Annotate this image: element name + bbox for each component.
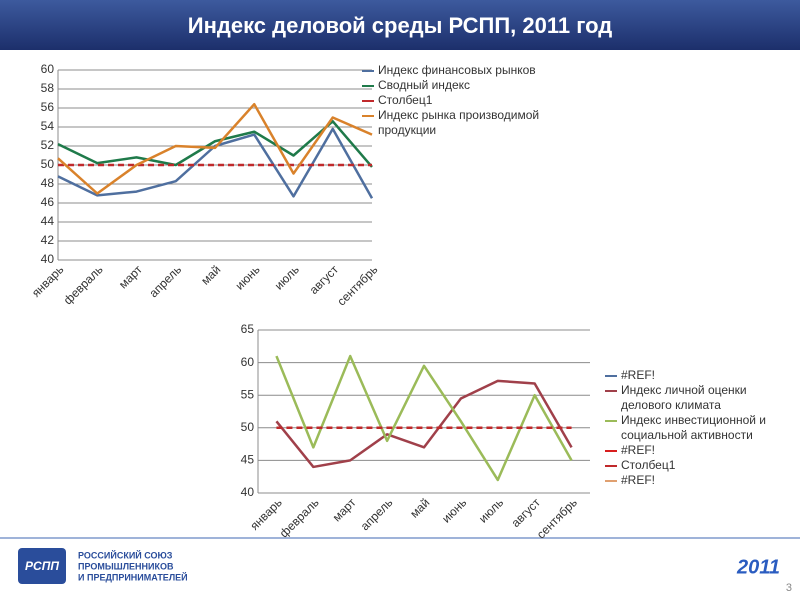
- series-line: [57, 127, 374, 199]
- x-tick-label: январь: [29, 262, 66, 299]
- x-tick-label: июнь: [439, 495, 469, 525]
- org-line: РОССИЙСКИЙ СОЮЗ: [78, 549, 173, 560]
- page-number: 3: [786, 582, 792, 594]
- org-line: И ПРЕДПРИНИМАТЕЛЕЙ: [78, 571, 188, 582]
- legend: #REF! Индекс личной оценки делового клима…: [605, 368, 790, 488]
- legend-label: Столбец1: [621, 458, 676, 472]
- y-tick-label: 44: [41, 214, 55, 228]
- legend-swatch: [362, 85, 374, 87]
- legend-item: Индекс инвестиционной и социальной актив…: [605, 413, 790, 443]
- x-tick-label: февраль: [61, 262, 106, 307]
- legend-label: Индекс рынка производимой продукции: [378, 108, 540, 137]
- legend-label: #REF!: [621, 368, 656, 382]
- x-tick-label: июль: [476, 495, 506, 525]
- legend-swatch: [605, 420, 617, 422]
- legend-swatch: [605, 390, 617, 392]
- y-tick-label: 50: [41, 157, 55, 171]
- y-tick-label: 40: [41, 252, 55, 266]
- y-tick-label: 42: [41, 233, 55, 247]
- legend-label: Индекс финансовых рынков: [378, 63, 536, 77]
- legend-label: Столбец1: [378, 93, 433, 107]
- legend-label: #REF!: [621, 443, 656, 457]
- y-tick-label: 48: [41, 176, 55, 190]
- legend-item: Индекс личной оценки делового климата: [605, 383, 790, 413]
- series-line: [57, 102, 373, 195]
- series-line: [57, 120, 373, 168]
- y-tick-label: 46: [41, 195, 55, 209]
- y-tick-label: 55: [241, 387, 255, 401]
- legend-swatch: [362, 115, 374, 117]
- legend-item: #REF!: [605, 443, 790, 458]
- y-tick-label: 54: [41, 119, 55, 133]
- legend-swatch: [362, 70, 374, 72]
- x-tick-label: июль: [272, 262, 302, 292]
- legend-item: Столбец1: [362, 93, 562, 108]
- legend-item: Индекс рынка производимой продукции: [362, 108, 562, 138]
- x-tick-label: июнь: [232, 262, 262, 292]
- x-tick-label: апрель: [146, 262, 184, 300]
- series-line: [275, 379, 573, 469]
- y-tick-label: 60: [41, 62, 55, 76]
- legend-swatch: [605, 450, 617, 452]
- y-tick-label: 60: [241, 355, 255, 369]
- legend-label: Индекс личной оценки делового климата: [621, 383, 747, 412]
- x-tick-label: март: [330, 495, 359, 524]
- y-tick-label: 40: [241, 485, 255, 499]
- y-tick-label: 50: [241, 420, 255, 434]
- y-tick-label: 58: [41, 81, 55, 95]
- x-tick-label: сентябрь: [334, 262, 380, 308]
- y-tick-label: 45: [241, 453, 255, 467]
- legend-item: #REF!: [605, 473, 790, 488]
- x-tick-label: февраль: [277, 495, 322, 540]
- y-tick-label: 56: [41, 100, 55, 114]
- year: 2011: [736, 556, 780, 578]
- x-tick-label: август: [307, 262, 342, 297]
- x-tick-label: август: [509, 495, 544, 530]
- legend-swatch: [605, 465, 617, 467]
- slide-title: Индекс деловой среды РСПП, 2011 год: [188, 13, 613, 38]
- legend-swatch: [605, 480, 617, 482]
- legend-swatch: [605, 375, 617, 377]
- title-bar: [0, 0, 800, 50]
- y-tick-label: 52: [41, 138, 55, 152]
- legend-item: Столбец1: [605, 458, 790, 473]
- logo: [18, 548, 66, 584]
- x-tick-label: май: [407, 495, 432, 520]
- legend-label: #REF!: [621, 473, 656, 487]
- series-line: [275, 354, 573, 482]
- legend-label: Индекс инвестиционной и социальной актив…: [621, 413, 767, 442]
- x-tick-label: май: [198, 262, 223, 287]
- org-line: ПРОМЫШЛЕННИКОВ: [78, 561, 174, 571]
- x-tick-label: сентябрь: [534, 495, 580, 541]
- y-tick-label: 65: [241, 322, 255, 336]
- x-tick-label: март: [116, 262, 145, 291]
- legend-swatch: [362, 100, 374, 102]
- logo-text: РСПП: [25, 559, 59, 573]
- legend-item: Индекс финансовых рынков: [362, 63, 562, 78]
- legend-label: Сводный индекс: [378, 78, 470, 92]
- legend: Индекс финансовых рынков Сводный индекс Ст…: [362, 63, 562, 138]
- legend-item: Сводный индекс: [362, 78, 562, 93]
- x-tick-label: апрель: [358, 495, 396, 533]
- legend-item: #REF!: [605, 368, 790, 383]
